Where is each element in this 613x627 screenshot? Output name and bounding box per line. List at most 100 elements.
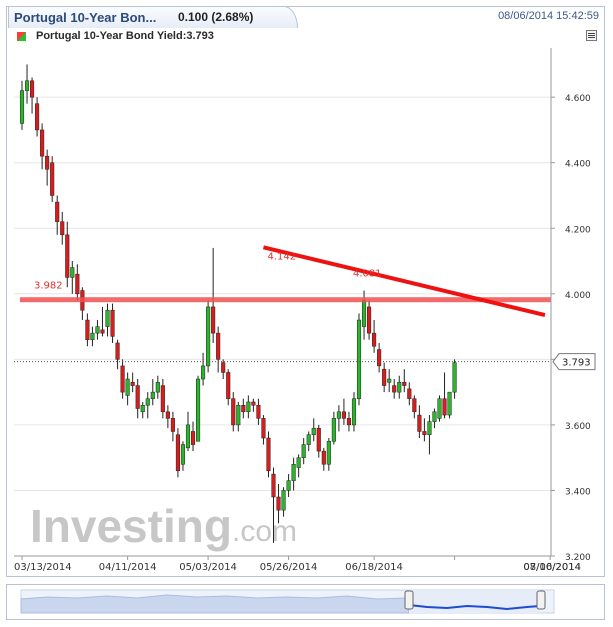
candle-body [432, 411, 437, 422]
x-tick-label: 07/10/2014 [523, 562, 581, 573]
y-tick-label: 3.600 [565, 422, 591, 432]
candle-body [402, 382, 407, 386]
candle-body [170, 418, 175, 432]
candle-body [387, 378, 392, 383]
y-tick-label: 4.600 [565, 94, 591, 104]
candle-body [351, 398, 357, 426]
candle-body [35, 103, 40, 131]
candle-body [185, 424, 191, 449]
collapse-icon[interactable] [586, 30, 597, 41]
x-tick-label: 05/03/2014 [179, 562, 237, 573]
candle-body [85, 319, 90, 340]
candle-body [246, 401, 251, 413]
candles [19, 64, 457, 543]
navigator [20, 589, 555, 614]
candle-body [190, 431, 196, 445]
gridlines [14, 96, 551, 557]
candle-body [105, 309, 110, 327]
candle-body [55, 201, 60, 222]
candle-body [392, 385, 397, 393]
investing-watermark: Investing .com [30, 500, 297, 552]
x-tick-label: 03/13/2014 [14, 562, 72, 573]
x-tick-label: 05/26/2014 [260, 562, 318, 573]
candle-body [24, 80, 30, 91]
candle-body [110, 309, 115, 337]
candle-body [341, 411, 346, 419]
candle-body [206, 306, 211, 367]
last-price-badge [552, 353, 596, 371]
y-tick-label: 3.400 [565, 487, 591, 497]
instrument-title[interactable]: Portugal 10-Year Bon... [14, 10, 157, 25]
candle-body [150, 391, 155, 399]
candle-body [291, 463, 296, 481]
candle-body [231, 398, 236, 426]
watermark-brand: Investing [30, 500, 232, 552]
candle-body [326, 441, 331, 465]
price-change: 0.100 (2.68%) [178, 10, 254, 24]
candle-body [256, 404, 261, 419]
candle-body [100, 329, 105, 334]
chart-panel [6, 6, 605, 577]
navigator-window-line [408, 604, 541, 611]
candle-body [211, 306, 216, 334]
candle-body [135, 385, 140, 409]
level-label: 3.982 [34, 281, 63, 292]
candle-body [226, 372, 231, 399]
candle-body [221, 362, 226, 373]
peak-label: 4.142 [267, 251, 296, 262]
last-price-label: 3.793 [562, 358, 591, 369]
trendline [262, 245, 546, 318]
watermark-suffix: .com [232, 515, 297, 548]
candle-body [120, 365, 125, 393]
candle-body [442, 398, 447, 416]
candle-body [417, 414, 422, 432]
candle-body [30, 80, 35, 98]
candle-body [145, 398, 150, 406]
x-tick-label: 04/11/2014 [99, 562, 157, 573]
candle-body [397, 382, 402, 393]
navigator-history-area [20, 594, 410, 614]
candle-body [422, 431, 427, 435]
candle-body [251, 401, 256, 406]
candle-body [346, 418, 351, 426]
drawing-overlay: 3.982 4.142 4.081 [14, 245, 551, 363]
candle-body [130, 382, 135, 386]
candle-body [180, 444, 186, 465]
x-tick-label: 08/06/2014 [523, 562, 581, 573]
candle-body [45, 155, 50, 170]
y-tick-label: 4.200 [565, 225, 591, 235]
candle-body [427, 421, 432, 435]
navigator-right-handle[interactable] [536, 590, 546, 610]
candle-body [271, 473, 276, 498]
x-axis: 03/13/2014 04/11/2014 05/03/2014 05/26/2014… [14, 555, 581, 573]
trend-label: 4.081 [353, 268, 382, 279]
candle-body [311, 427, 316, 435]
candle-body [296, 457, 301, 468]
candle-body [40, 129, 45, 157]
y-tick-label: 3.200 [565, 553, 591, 563]
y-axis: 4.6004.4004.2004.0003.8003.6003.4003.200… [550, 48, 596, 563]
timestamp: 08/06/2014 15:42:59 [498, 10, 599, 22]
candle-body [50, 162, 55, 196]
navigator-window[interactable] [409, 590, 540, 613]
series-legend: Portugal 10-Year Bond Yield:3.793 [36, 30, 214, 42]
candle-body [175, 434, 180, 472]
candle-body [165, 411, 170, 419]
candle-body [75, 273, 80, 295]
candle-body [160, 385, 165, 413]
candle-body [65, 234, 70, 278]
candle-body [356, 319, 362, 399]
candle-body [412, 398, 417, 413]
navigator-left-handle[interactable] [404, 590, 414, 610]
candle-body [90, 332, 95, 340]
y-tick-label: 4.400 [565, 160, 591, 170]
candle-body [372, 332, 377, 347]
candle-body [125, 378, 130, 396]
candle-body [331, 418, 336, 442]
candle-body [377, 349, 382, 367]
candle-body [276, 496, 281, 511]
candle-body [95, 326, 100, 334]
candle-body [321, 450, 326, 465]
candle-body [60, 221, 65, 236]
